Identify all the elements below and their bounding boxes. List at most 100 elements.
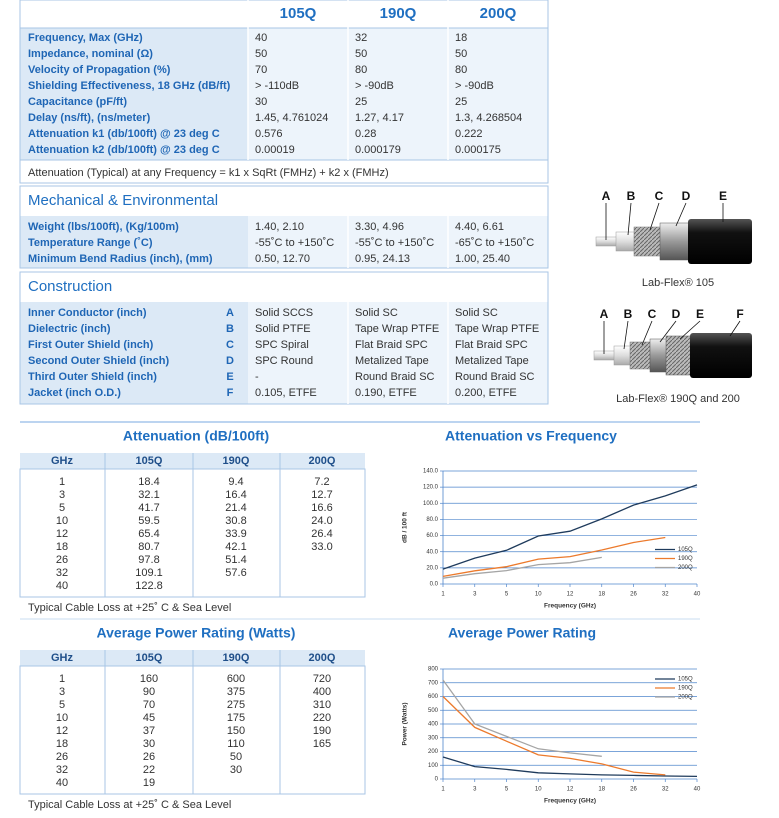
cell: Metalized Tape — [355, 355, 429, 367]
x-tick-label: 40 — [694, 592, 701, 598]
label-bg — [20, 28, 248, 160]
cell: 22 — [143, 764, 155, 776]
y-tick-label: 500 — [428, 708, 439, 714]
cell: 0.95, 24.13 — [355, 253, 410, 265]
cell: 3 — [59, 686, 65, 698]
cell: 0.000175 — [455, 144, 501, 156]
figure-letter: C — [655, 189, 664, 203]
cell: 375 — [227, 686, 245, 698]
table-note: Typical Cable Loss at +25˚ C & Sea Level — [28, 799, 231, 811]
row-label: Inner Conductor (inch) — [28, 307, 147, 319]
figure-caption: Lab-Flex® 190Q and 200 — [616, 393, 740, 405]
cell: 41.7 — [138, 502, 159, 514]
cell: 24.0 — [311, 515, 332, 527]
cell: 16.6 — [311, 502, 332, 514]
series-line — [442, 536, 666, 578]
y-tick-label: 40.0 — [426, 549, 438, 555]
legend-label: 200Q — [678, 695, 693, 701]
series-line — [442, 679, 602, 757]
row-label: Attenuation k2 (db/100ft) @ 23 deg C — [28, 144, 220, 156]
section-title: Construction — [28, 278, 112, 295]
y-tick-label: 140.0 — [423, 469, 439, 475]
cell: 18.4 — [138, 476, 159, 488]
y-tick-label: 200 — [428, 749, 439, 755]
y-tick-label: 600 — [428, 694, 439, 700]
cell: 26.4 — [311, 528, 332, 540]
row-letter: E — [226, 371, 233, 383]
y-tick-label: 20.0 — [426, 565, 438, 571]
cell: 57.6 — [225, 567, 246, 579]
y-tick-label: 100 — [428, 763, 439, 769]
cell: 30.8 — [225, 515, 246, 527]
cell: -55˚C to +150˚C — [355, 237, 434, 249]
cell: > -110dB — [255, 80, 299, 92]
cell: 150 — [227, 725, 245, 737]
cell: Round Braid SC — [355, 371, 435, 383]
legend-label: 190Q — [678, 686, 693, 692]
cell: Round Braid SC — [455, 371, 535, 383]
cell: 97.8 — [138, 554, 159, 566]
chart-title: Attenuation vs Frequency — [445, 428, 617, 444]
y-tick-label: 0 — [435, 777, 439, 783]
cell: 70 — [143, 699, 155, 711]
cell: 109.1 — [135, 567, 163, 579]
cell: 1.00, 25.40 — [455, 253, 510, 265]
x-tick-label: 5 — [505, 592, 509, 598]
row-label: Velocity of Propagation (%) — [28, 64, 171, 76]
cell: 26 — [143, 751, 155, 763]
cell: 0.00019 — [255, 144, 295, 156]
cell: 1.3, 4.268504 — [455, 112, 522, 124]
x-tick-label: 5 — [505, 787, 509, 793]
spec-border — [19, 0, 549, 184]
cell: 220 — [313, 712, 331, 724]
cell: 0.105, ETFE — [255, 387, 317, 399]
figure-letter: D — [672, 307, 681, 321]
cell: 0.190, ETFE — [355, 387, 417, 399]
cell: 18 — [455, 32, 467, 44]
y-tick-label: 60.0 — [426, 533, 438, 539]
column-header: 190Q — [380, 5, 417, 22]
figure-letter: E — [696, 307, 704, 321]
row-label: Dielectric (inch) — [28, 323, 111, 335]
row-letter: B — [226, 323, 234, 335]
cell: 110 — [227, 738, 245, 750]
cell: 30 — [255, 96, 267, 108]
x-tick-label: 1 — [441, 592, 445, 598]
x-tick-label: 26 — [630, 592, 637, 598]
cell: 122.8 — [135, 580, 163, 592]
row-label: Second Outer Shield (inch) — [28, 355, 170, 367]
y-tick-label: 100.0 — [423, 501, 439, 507]
cell: 275 — [227, 699, 245, 711]
legend-label: 105Q — [678, 547, 693, 553]
cell: Flat Braid SPC — [455, 339, 528, 351]
cell: 5 — [59, 699, 65, 711]
cable-105 — [595, 202, 752, 264]
series-line — [442, 484, 698, 570]
cell: 33.0 — [311, 541, 332, 553]
figure-letter: D — [682, 189, 691, 203]
row-label: Delay (ns/ft), (ns/meter) — [28, 112, 151, 124]
cell: 18 — [56, 738, 68, 750]
cell: 1 — [59, 673, 65, 685]
cell: 59.5 — [138, 515, 159, 527]
figure-letter: A — [600, 307, 609, 321]
cell: 18 — [56, 541, 68, 553]
cell: 32 — [355, 32, 367, 44]
column-header: 190Q — [223, 652, 250, 664]
column-header: GHz — [51, 455, 74, 467]
chart-title: Average Power Rating — [448, 625, 596, 641]
cell: 12.7 — [311, 489, 332, 501]
cell: 1 — [59, 476, 65, 488]
cell: 32 — [56, 567, 68, 579]
x-tick-label: 12 — [567, 787, 574, 793]
figure-caption: Lab-Flex® 105 — [642, 277, 714, 289]
cell: 0.576 — [255, 128, 283, 140]
row-letter: F — [227, 387, 234, 399]
cell: SPC Spiral — [255, 339, 309, 351]
label-bg — [20, 302, 248, 404]
cell: 50 — [255, 48, 267, 60]
cell: 7.2 — [314, 476, 329, 488]
x-tick-label: 1 — [441, 787, 445, 793]
y-tick-label: 700 — [428, 680, 439, 686]
